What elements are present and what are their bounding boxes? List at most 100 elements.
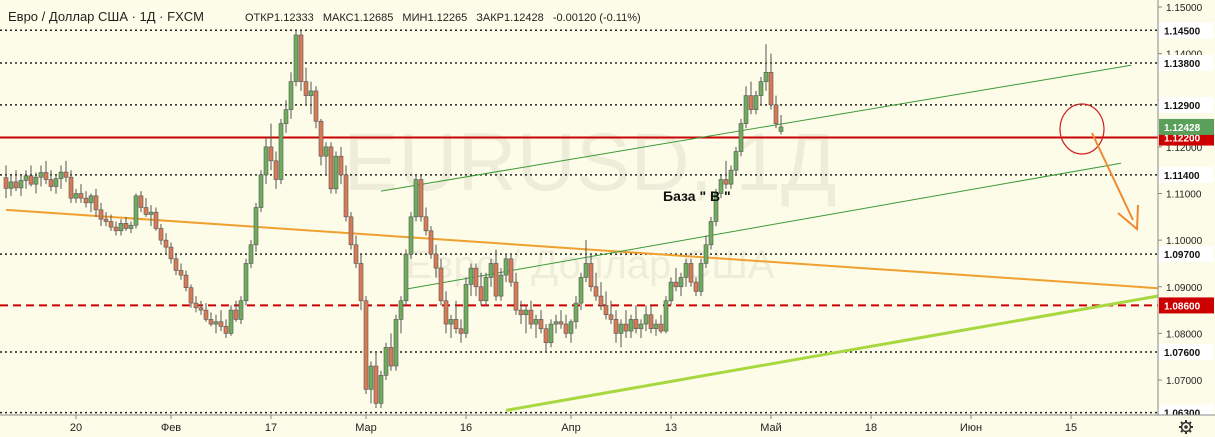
candle (53, 174, 59, 194)
candle-body (263, 146, 269, 176)
trendline-channel-lower (405, 162, 1122, 290)
candle (593, 272, 599, 301)
candle-body (398, 300, 404, 320)
candle-body (418, 179, 424, 218)
candle (668, 277, 674, 306)
candle (123, 216, 129, 231)
x-tick-label: 17 (265, 422, 277, 434)
candle (273, 151, 279, 189)
candle-body (743, 95, 749, 124)
candle-body (43, 172, 49, 180)
candle-body (558, 321, 564, 325)
candle-body (753, 95, 759, 110)
candle-body (338, 155, 344, 176)
candle (528, 300, 534, 329)
candle-body (328, 146, 334, 190)
candle-body (233, 309, 239, 320)
candle-body (258, 174, 264, 208)
forecast-arrow-head (1117, 204, 1139, 232)
candle (153, 207, 159, 231)
candle (398, 296, 404, 334)
candle-body (458, 328, 464, 334)
candle (713, 188, 719, 227)
candle (328, 142, 334, 194)
candle-body (718, 179, 724, 194)
candle (213, 314, 219, 334)
y-tick-label: 1.11000 (1166, 190, 1202, 201)
candle (663, 296, 669, 334)
level-badge-text: 1.09700 (1164, 250, 1201, 261)
candle-body (393, 319, 399, 367)
x-tick-label: Апр (561, 422, 580, 434)
time-axis[interactable]: 20 Фев 17 Мар 16 Апр 13 Май 18 Июн 15 (0, 414, 1215, 437)
candle-body (598, 295, 604, 306)
candle-body (533, 319, 539, 325)
candle (228, 305, 234, 336)
candle (13, 170, 19, 192)
candle (73, 188, 79, 203)
candle-body (343, 174, 349, 218)
level-badge-bg (1159, 54, 1214, 71)
last-price-badge-text: 1.12428 (1164, 123, 1201, 134)
candle-body (488, 263, 494, 278)
candle-body (403, 253, 409, 302)
candle (78, 184, 84, 203)
candle-body (478, 286, 484, 302)
candle (488, 258, 494, 287)
price-axis[interactable]: 1.150001.140001.130001.120001.110001.100… (1157, 0, 1215, 421)
candle (323, 142, 329, 175)
candle (533, 314, 539, 339)
candle (163, 233, 169, 255)
candle-body (448, 319, 454, 325)
candle-body (33, 176, 39, 185)
candle-body (188, 287, 194, 304)
candle-body (163, 239, 169, 248)
candle-body (688, 263, 694, 283)
candle-body (38, 172, 44, 178)
settings-gear-icon[interactable] (1179, 420, 1193, 434)
candle (563, 314, 569, 339)
x-tick-label: Мар (355, 422, 377, 434)
candle-body (278, 123, 284, 180)
candle-body (518, 309, 524, 316)
candle (468, 263, 474, 297)
candle-body (148, 211, 154, 215)
candle (618, 319, 624, 348)
candle (408, 212, 414, 259)
candle (738, 118, 744, 157)
candle (568, 319, 574, 343)
highlight-circle (1059, 103, 1105, 155)
candle (473, 263, 479, 297)
candle-body (583, 263, 589, 278)
candle (118, 219, 124, 236)
candle (518, 300, 524, 325)
candle (333, 151, 339, 194)
candle (393, 314, 399, 371)
level-badge-text: 1.11400 (1164, 171, 1200, 182)
candle-body (623, 323, 629, 332)
candle (773, 95, 779, 129)
candle-body (613, 319, 619, 334)
candle (648, 305, 654, 334)
candle (183, 270, 189, 292)
trendline-channel-upper (380, 64, 1132, 192)
candle-body (768, 71, 774, 106)
level-badge-text: 1.08600 (1164, 301, 1201, 312)
candle (368, 361, 374, 404)
level-badge-text: 1.14500 (1164, 26, 1201, 37)
candle-body (663, 300, 669, 332)
candle (463, 277, 469, 339)
candle (93, 188, 99, 217)
level-badge-text: 1.12900 (1164, 101, 1201, 112)
candle-body (13, 181, 19, 189)
candle (638, 319, 644, 339)
candle-body (123, 223, 129, 229)
candle (8, 174, 14, 196)
candle-body (268, 146, 274, 162)
candle-body (113, 226, 119, 232)
header-symbol[interactable]: Евро / Доллар США · 1Д · FXCM (8, 9, 204, 24)
candle-body (183, 274, 189, 289)
candle (498, 268, 504, 301)
